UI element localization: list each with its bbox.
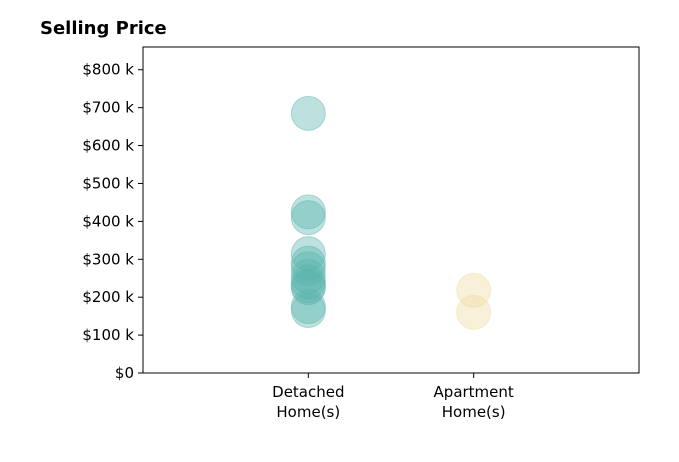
y-tick-label: $700 k [82,99,134,117]
y-tick-label: $800 k [82,61,134,79]
y-axis: $0 $100 k $200 k $300 k $400 k $500 k $600 k $7… [82,61,143,382]
data-points [290,95,492,330]
y-tick-label: $600 k [82,137,134,155]
data-point [290,95,326,131]
data-point [290,194,326,230]
y-tick-label: $100 k [82,326,134,344]
data-point [456,272,492,308]
data-point [290,236,326,272]
plot-frame [142,46,640,374]
x-axis: Detached Home(s) Apartment Home(s) [272,373,514,421]
data-point [290,264,326,300]
data-point [290,268,326,304]
data-point [290,251,326,287]
x-tick-label: Detached Home(s) [272,383,344,421]
y-tick-label: $200 k [82,288,134,306]
y-tick-label: $300 k [82,250,134,268]
data-point [290,270,326,306]
data-point [290,200,326,236]
data-point [290,289,326,325]
y-tick-label: $400 k [82,212,134,230]
data-point [456,294,492,330]
data-point [290,245,326,281]
data-point [290,292,326,328]
chart-title: Selling Price [40,18,167,39]
x-tick-label: Apartment Home(s) [434,383,514,421]
data-point [290,258,326,294]
y-tick-label: $500 k [82,174,134,192]
y-tick-label: $0 [115,364,134,382]
